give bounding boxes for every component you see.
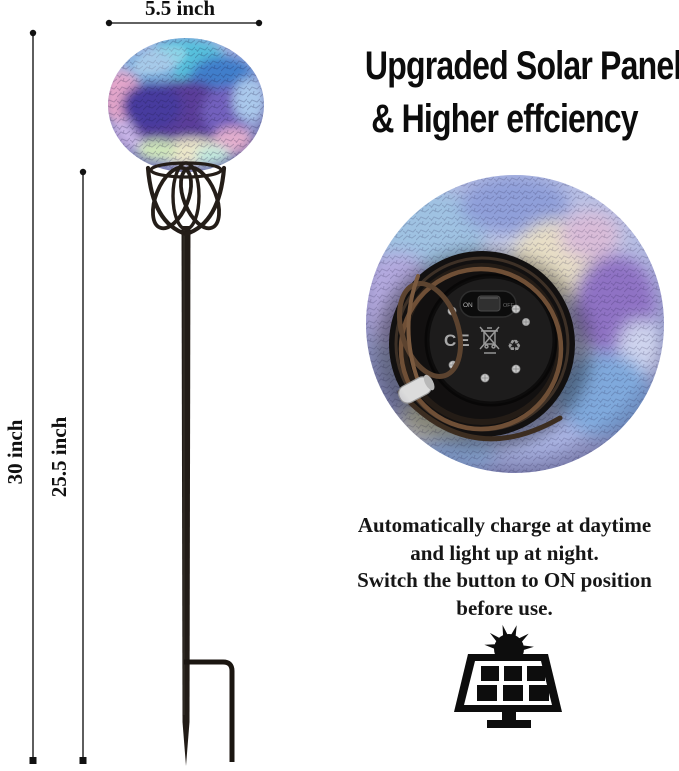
instruction-text: Automatically charge at daytime and ligh… (334, 512, 675, 622)
dimension-line-stake-height (79, 168, 87, 764)
instruction-line-4: before use. (456, 595, 553, 620)
stake-height-dimension-label: 25.5 inch (47, 416, 71, 498)
stake-foot (184, 659, 235, 762)
headline-line-2: & Higher effciency (371, 97, 638, 141)
mosaic-glass-ball (108, 38, 264, 172)
instruction-line-3: Switch the button to ON position (357, 568, 652, 593)
instruction-line-1: Automatically charge at daytime (357, 513, 652, 537)
ball-holder (145, 161, 227, 237)
headline: Upgraded Solar Panel & Higher effciency (330, 40, 679, 146)
solar-cells (477, 666, 549, 701)
dimension-line-total-height (29, 29, 37, 764)
dimension-line-width (105, 19, 263, 27)
total-height-dimension-label: 30 inch (3, 419, 27, 485)
headline-line-1: Upgraded Solar Panel (364, 44, 679, 88)
solar-panel-icon (454, 624, 562, 728)
instruction-line-2: and light up at night. (410, 540, 599, 565)
inset-bottom-view: ON OFF CE (366, 175, 664, 473)
width-dimension-label: 5.5 inch (144, 0, 215, 20)
ground-stake (181, 226, 235, 766)
